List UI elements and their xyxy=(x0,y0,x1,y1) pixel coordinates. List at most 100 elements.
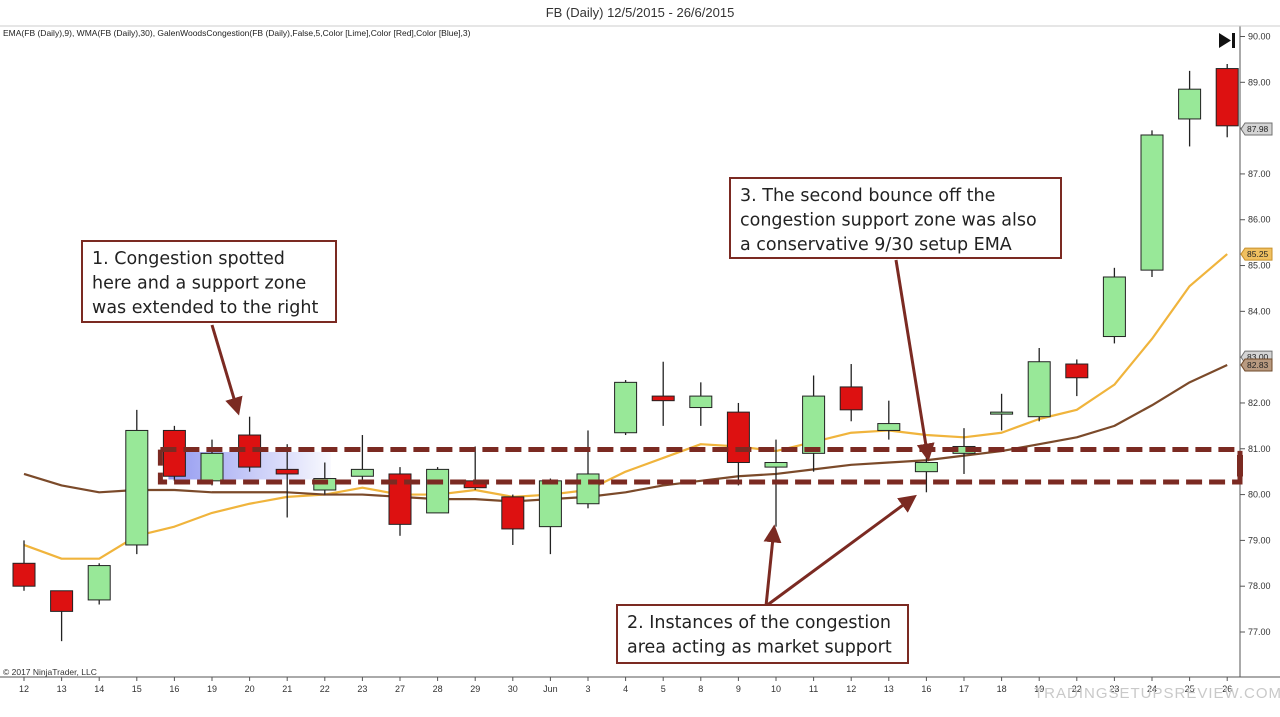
y-tick-label: 89.00 xyxy=(1248,77,1271,87)
candle xyxy=(877,400,901,440)
candle-body xyxy=(426,468,450,514)
candle-body xyxy=(501,496,525,530)
x-tick-label: 30 xyxy=(508,684,518,694)
x-tick-label: 29 xyxy=(470,684,480,694)
annotation-1-line: was extended to the right xyxy=(92,298,318,318)
annotation-2-line: 2. Instances of the congestion xyxy=(627,613,891,633)
moving-averages xyxy=(23,253,1228,560)
y-tick-label: 87.00 xyxy=(1248,169,1271,179)
annotation-1-line: 1. Congestion spotted xyxy=(92,249,285,269)
candle xyxy=(1140,130,1164,277)
x-tick-label: 9 xyxy=(736,684,741,694)
price-badge-label: 83.00 xyxy=(1247,352,1269,362)
annotation-2-line: area acting as market support xyxy=(627,638,892,658)
annotation-1-box: 1. Congestion spotted here and a support … xyxy=(81,240,337,323)
x-tick-label: 17 xyxy=(959,684,969,694)
x-tick-label: 16 xyxy=(921,684,931,694)
x-tick-label: 28 xyxy=(433,684,443,694)
price-badge-label: 82.83 xyxy=(1247,360,1269,370)
y-tick-label: 80.00 xyxy=(1248,490,1271,500)
candle-body xyxy=(1102,276,1126,338)
y-tick-label: 85.00 xyxy=(1248,261,1271,271)
candle xyxy=(125,409,149,555)
candle xyxy=(350,435,374,481)
price-badge-box xyxy=(1240,122,1273,136)
y-tick-label: 86.00 xyxy=(1248,215,1271,225)
x-tick-label: 18 xyxy=(997,684,1007,694)
candle xyxy=(1215,63,1239,138)
price-badge-label: 87.98 xyxy=(1247,124,1269,134)
candle-body xyxy=(764,462,788,468)
wma-30-line xyxy=(23,363,1228,503)
price-badge: 87.98 xyxy=(1240,122,1273,136)
annotation-1-arrow xyxy=(210,324,243,416)
x-tick-label: 5 xyxy=(661,684,666,694)
candle-body xyxy=(200,452,224,482)
annotation-3-line: congestion support zone was also xyxy=(740,211,1037,231)
x-axis: 12 13 14 15 16 19 20 21 22 23 27 28 29 30 Jun 3 4 5 8 9 10 11… xyxy=(19,677,1232,694)
candle-body xyxy=(914,462,938,473)
x-tick-label: 19 xyxy=(1034,684,1044,694)
candle-body xyxy=(1178,88,1202,120)
ema-9-line xyxy=(23,253,1228,560)
candle-body xyxy=(50,590,74,612)
x-tick-label: 23 xyxy=(1109,684,1119,694)
candle xyxy=(689,382,713,426)
indicator-label: EMA(FB (Daily),9), WMA(FB (Daily),30), G… xyxy=(3,28,471,38)
y-tick-label: 78.00 xyxy=(1248,581,1271,591)
candles xyxy=(12,63,1239,642)
candle xyxy=(501,494,525,545)
x-tick-label: 10 xyxy=(771,684,781,694)
x-tick-label: 16 xyxy=(169,684,179,694)
candle-body xyxy=(689,395,713,409)
candle-body xyxy=(651,395,675,402)
candle-body xyxy=(1215,68,1239,127)
candle xyxy=(1027,347,1051,422)
annotation-3-box: 3. The second bounce off the congestion s… xyxy=(729,177,1062,259)
price-badge-box xyxy=(1240,358,1273,372)
annotation-2-arrow-a xyxy=(763,524,782,607)
candle-body xyxy=(1065,363,1089,379)
annotation-3-line: 3. The second bounce off the xyxy=(740,186,995,206)
x-tick-label: 3 xyxy=(585,684,590,694)
chart-title: FB (Daily) 12/5/2015 - 26/6/2015 xyxy=(546,5,735,20)
candle-body xyxy=(839,386,863,411)
candle xyxy=(651,361,675,426)
candle-body xyxy=(350,468,374,477)
price-badge: 85.25 xyxy=(1240,247,1273,261)
candle-body xyxy=(125,429,149,546)
go-to-last-bar-button[interactable] xyxy=(1219,33,1235,48)
candle xyxy=(614,380,638,436)
x-tick-label: 25 xyxy=(1185,684,1195,694)
candle xyxy=(990,393,1014,431)
x-tick-label: 27 xyxy=(395,684,405,694)
y-tick-label: 79.00 xyxy=(1248,535,1271,545)
x-tick-label: 26 xyxy=(1222,684,1232,694)
candle-body xyxy=(1140,134,1164,271)
candle xyxy=(388,467,412,536)
candle-body xyxy=(538,480,562,528)
x-tick-label: 12 xyxy=(19,684,29,694)
y-tick-label: 82.00 xyxy=(1248,398,1271,408)
play-end-icon[interactable] xyxy=(1219,33,1231,48)
x-tick-label: 22 xyxy=(320,684,330,694)
annotation-1-frame xyxy=(81,240,337,323)
candle-body xyxy=(726,411,750,464)
candle xyxy=(802,375,826,472)
candle-body xyxy=(614,381,638,434)
annotation-3-frame xyxy=(729,177,1062,259)
x-tick-label: 19 xyxy=(207,684,217,694)
copyright: © 2017 NinjaTrader, LLC xyxy=(3,667,97,677)
candle-body xyxy=(12,562,36,587)
support-zone-edge xyxy=(1237,454,1243,477)
x-tick-label: 13 xyxy=(884,684,894,694)
candle xyxy=(1102,267,1126,344)
candle-body xyxy=(877,423,901,431)
x-tick-label: Jun xyxy=(543,684,558,694)
candle-body xyxy=(275,468,299,475)
annotation-arrows xyxy=(210,259,935,608)
congestion-support-zone xyxy=(157,446,1243,485)
x-tick-label: 15 xyxy=(132,684,142,694)
